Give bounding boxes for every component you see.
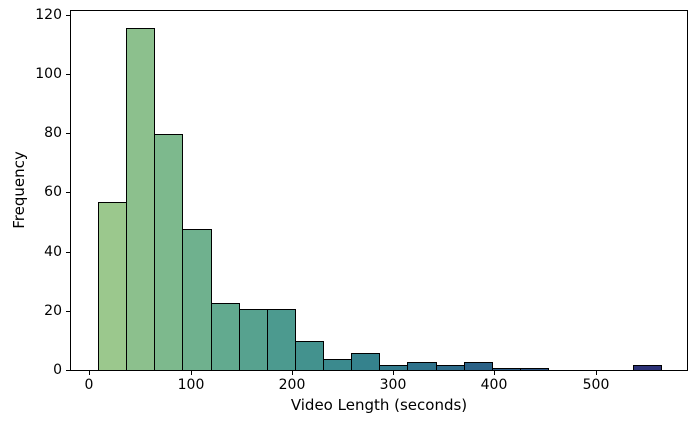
x-tick-label: 300 bbox=[379, 377, 407, 393]
y-tick-label: 100 bbox=[35, 66, 62, 82]
histogram-bar bbox=[351, 353, 380, 371]
x-axis-tick bbox=[89, 371, 90, 375]
x-tick-label: 0 bbox=[84, 377, 94, 393]
x-axis-tick bbox=[292, 371, 293, 375]
histogram-bar bbox=[520, 368, 549, 371]
y-axis-tick bbox=[66, 370, 70, 371]
histogram-bar bbox=[295, 341, 324, 371]
histogram-bar bbox=[182, 229, 212, 371]
y-tick-label: 20 bbox=[44, 303, 62, 319]
y-axis-tick bbox=[66, 15, 70, 16]
y-axis-tick bbox=[66, 252, 70, 253]
y-tick-label: 0 bbox=[53, 362, 62, 378]
histogram-bar bbox=[436, 365, 465, 371]
x-axis-tick bbox=[494, 371, 495, 375]
y-tick-label: 40 bbox=[44, 244, 62, 260]
histogram-bar bbox=[267, 309, 296, 371]
histogram-bar bbox=[154, 134, 183, 371]
x-tick-label: 200 bbox=[278, 377, 306, 393]
y-tick-label: 120 bbox=[35, 7, 62, 23]
x-axis-label: Video Length (seconds) bbox=[290, 396, 468, 414]
histogram-bar bbox=[633, 365, 662, 371]
histogram-bar bbox=[323, 359, 352, 371]
y-tick-label: 60 bbox=[44, 184, 62, 200]
histogram-bar bbox=[126, 28, 155, 371]
plot-area bbox=[70, 10, 688, 371]
y-axis-tick bbox=[66, 311, 70, 312]
histogram-bar bbox=[464, 362, 493, 371]
x-axis-tick bbox=[393, 371, 394, 375]
y-tick-label: 80 bbox=[44, 125, 62, 141]
histogram-bar bbox=[239, 309, 268, 371]
x-tick-label: 400 bbox=[480, 377, 508, 393]
x-axis-tick bbox=[596, 371, 597, 375]
y-axis-tick bbox=[66, 74, 70, 75]
histogram-bar bbox=[407, 362, 437, 371]
x-tick-label: 500 bbox=[582, 377, 610, 393]
y-axis-label: Frequency bbox=[10, 151, 28, 229]
y-axis-tick bbox=[66, 192, 70, 193]
histogram-bar bbox=[211, 303, 240, 371]
histogram-bar bbox=[98, 202, 127, 371]
y-axis-tick bbox=[66, 133, 70, 134]
x-axis-tick bbox=[191, 371, 192, 375]
histogram-bar bbox=[492, 368, 521, 371]
x-tick-label: 100 bbox=[177, 377, 205, 393]
